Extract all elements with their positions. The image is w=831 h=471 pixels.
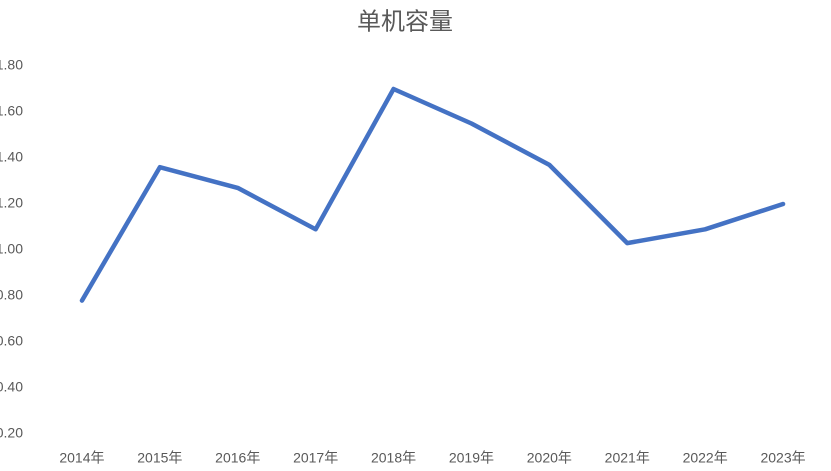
y-tick-label: 1.20 (0, 195, 23, 211)
x-tick-label: 2020年 (527, 450, 572, 466)
x-tick-label: 2023年 (760, 450, 805, 466)
y-tick-label: 1.60 (0, 103, 23, 119)
x-tick-label: 2015年 (137, 450, 182, 466)
y-tick-label: 1.40 (0, 149, 23, 165)
y-tick-label: 0.60 (0, 333, 23, 349)
x-tick-label: 2021年 (605, 450, 650, 466)
line-series (79, 86, 786, 303)
x-tick-label: 2014年 (59, 450, 104, 466)
x-tick-label: 2022年 (683, 450, 728, 466)
x-tick-label: 2018年 (371, 450, 416, 466)
y-tick-label: 0.20 (0, 425, 23, 441)
chart-title: 单机容量 (357, 8, 453, 35)
y-tick-label: 0.80 (0, 287, 23, 303)
y-tick-label: 0.40 (0, 379, 23, 395)
y-tick-label: 1.00 (0, 241, 23, 257)
x-tick-label: 2019年 (449, 450, 494, 466)
y-tick-label: 1.80 (0, 57, 23, 73)
x-tick-label: 2016年 (215, 450, 260, 466)
x-tick-label: 2017年 (293, 450, 338, 466)
